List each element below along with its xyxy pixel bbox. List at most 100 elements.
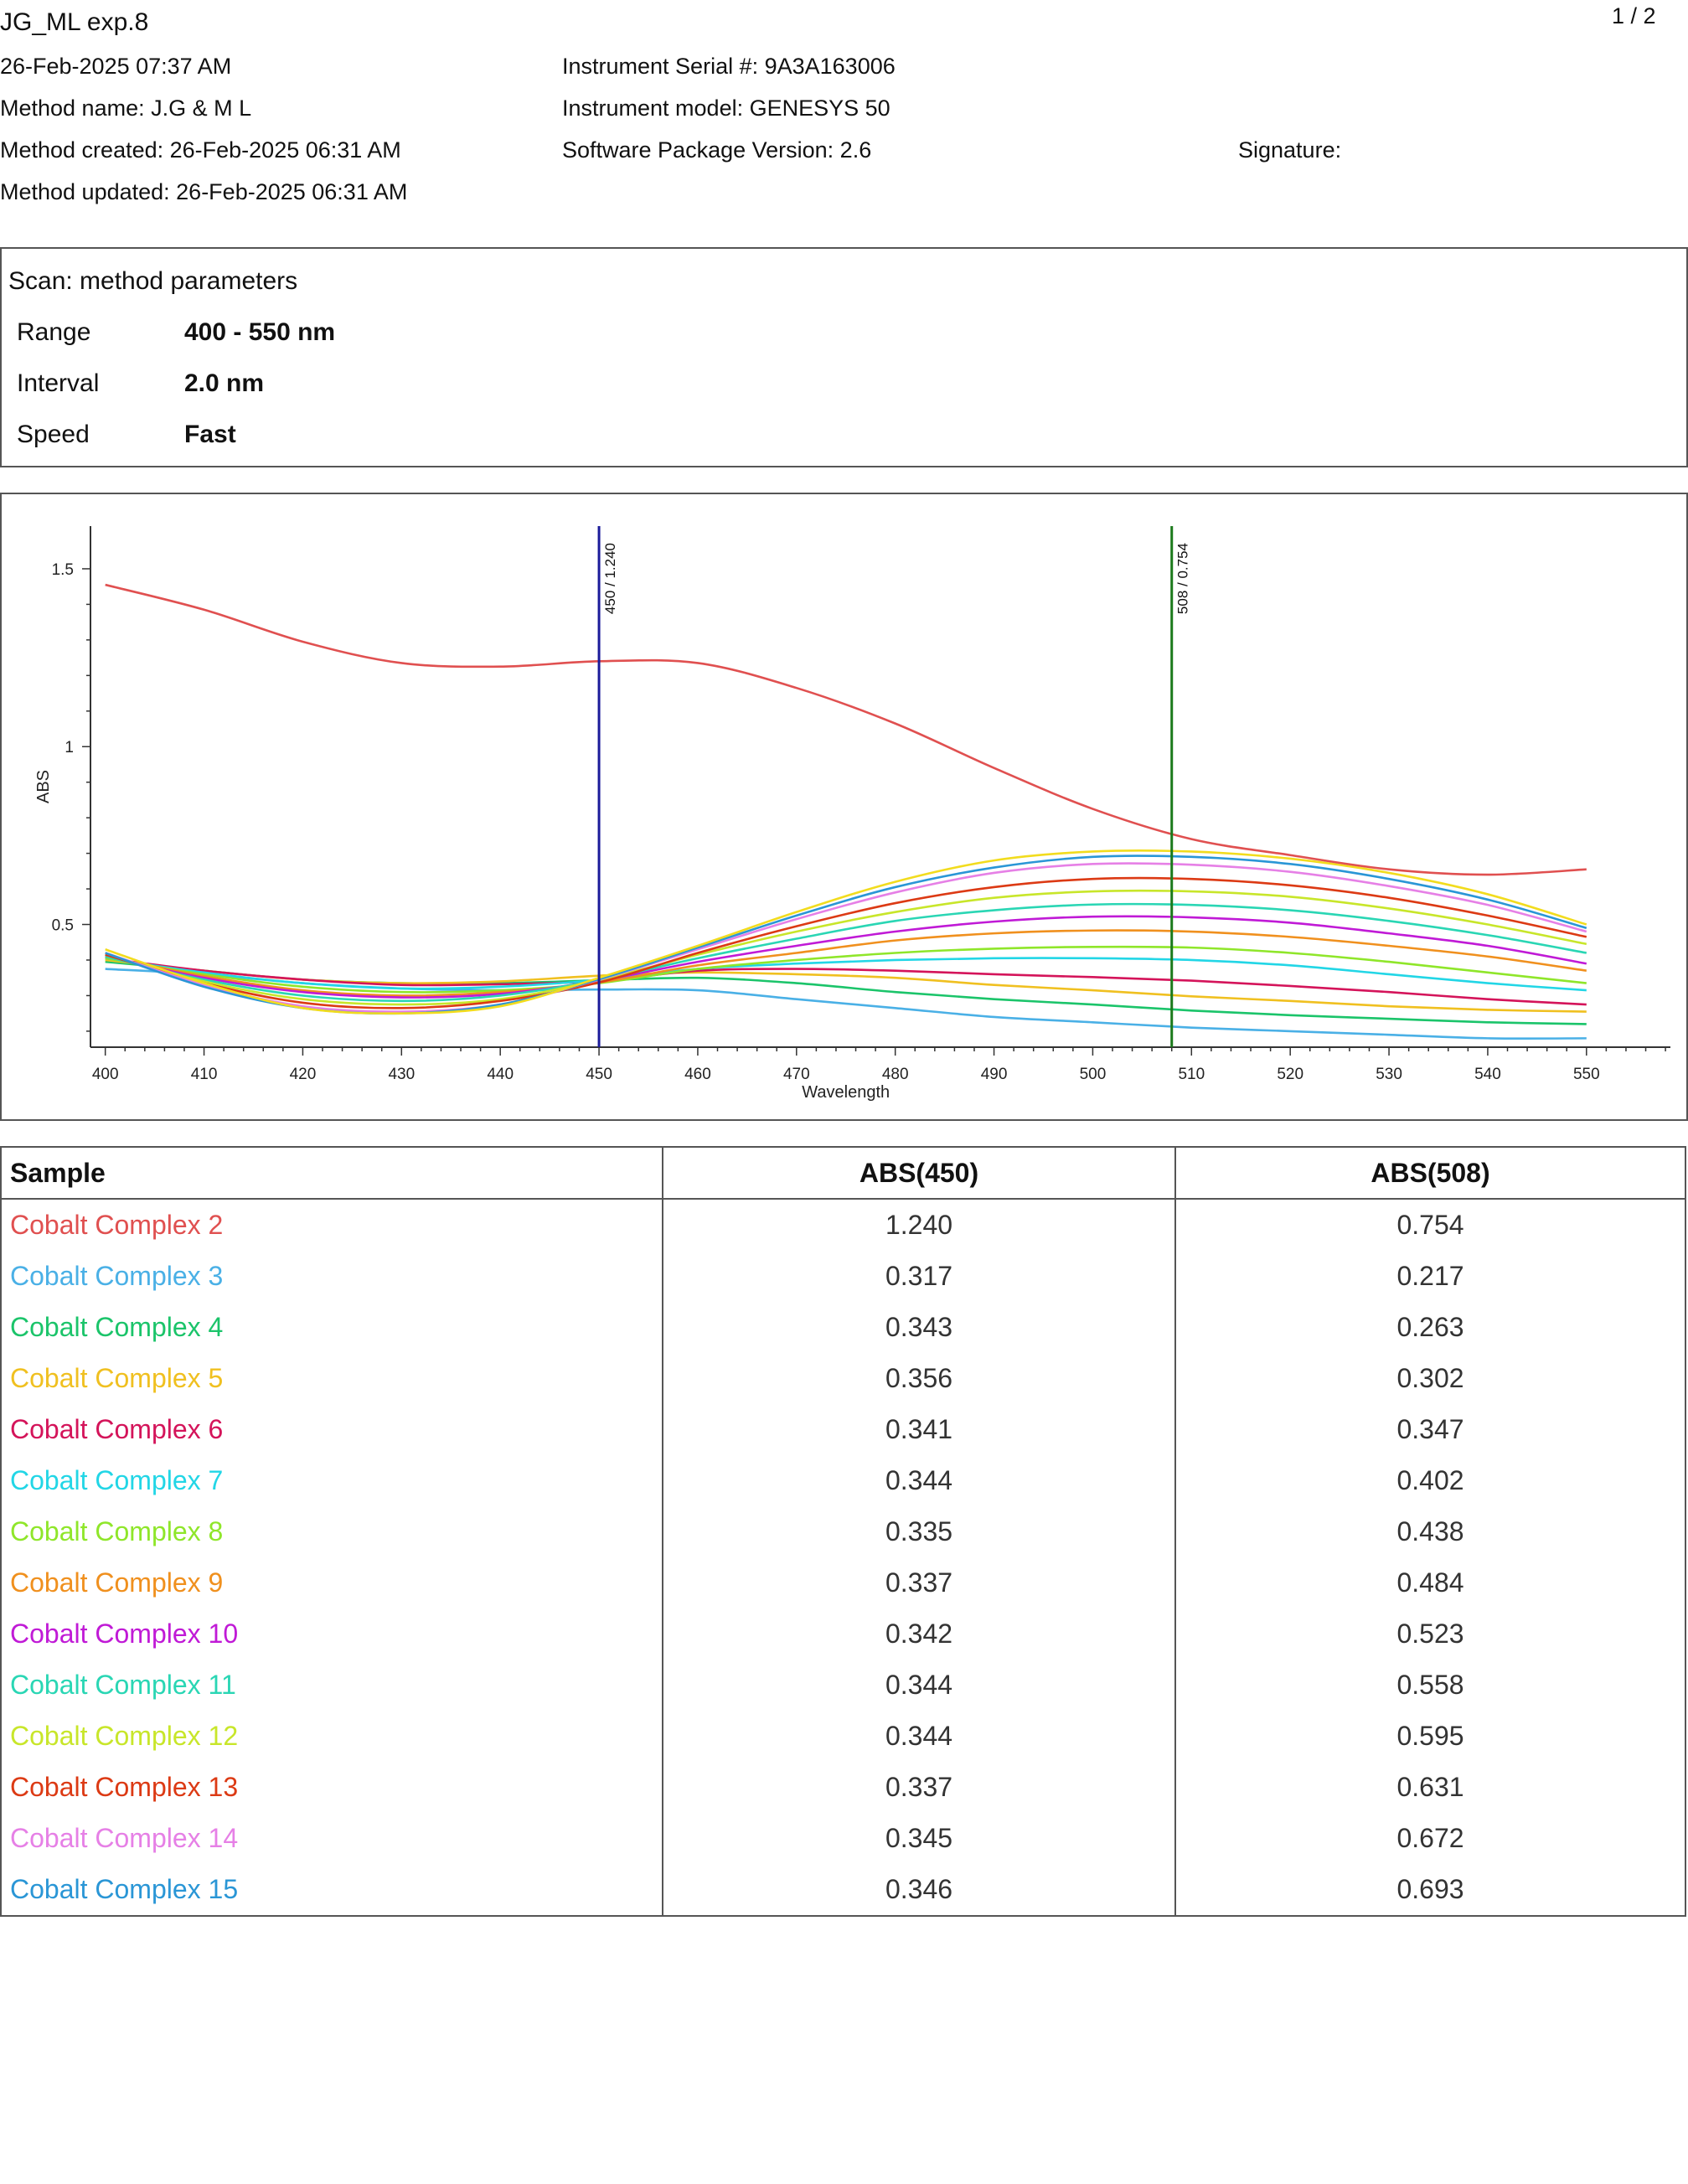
abs450-value: 0.344 (663, 1711, 1176, 1762)
abs450-value: 0.342 (663, 1608, 1176, 1660)
abs508-value: 0.754 (1396, 1210, 1464, 1240)
abs508-value: 0.402 (1396, 1465, 1464, 1495)
sample-name: Cobalt Complex 10 (1, 1608, 663, 1660)
speed-label: Speed (17, 421, 90, 448)
table-row: Cobalt Complex 5 0.356 0.302 (1, 1353, 1685, 1404)
x-tick-label: 480 (882, 1066, 909, 1083)
abs508-value: 0.523 (1396, 1619, 1464, 1649)
x-tick-label: 490 (981, 1066, 1008, 1083)
sample-name: Cobalt Complex 14 (1, 1813, 663, 1864)
speed-value: Fast (184, 421, 236, 448)
x-axis-label: Wavelength (802, 1083, 890, 1102)
sample-name: Cobalt Complex 15 (1, 1864, 663, 1916)
table-row: Cobalt Complex 15 0.346 0.693 (1, 1864, 1685, 1916)
abs450-value: 0.337 (663, 1557, 1176, 1608)
interval-value: 2.0 nm (184, 369, 265, 397)
abs450-value: 0.344 (663, 1660, 1176, 1711)
sample-name: Cobalt Complex 4 (1, 1302, 663, 1353)
series-line (105, 902, 1587, 1003)
series-line (105, 945, 1587, 994)
series-line (105, 957, 1587, 992)
abs508-value: 0.438 (1396, 1516, 1464, 1546)
absorbance-chart: 400 410 420 430 440 450 460 470 480 490 500 510 520 5… (34, 526, 1670, 1102)
abs450-value: 0.337 (663, 1762, 1176, 1813)
abs450-value: 0.341 (663, 1404, 1176, 1455)
abs508-value: 0.217 (1396, 1261, 1464, 1291)
abs450-value: 0.346 (663, 1864, 1176, 1916)
abs450-value: 1.240 (663, 1199, 1176, 1251)
header-abs508: ABS(508) (1175, 1147, 1685, 1200)
series-line (105, 968, 1587, 1040)
abs508-value: 0.347 (1396, 1414, 1464, 1444)
table-row: Cobalt Complex 14 0.345 0.672 (1, 1813, 1685, 1864)
table-row: Cobalt Complex 2 1.240 0.754 (1, 1199, 1685, 1251)
x-tick-label: 550 (1573, 1066, 1600, 1083)
x-tick-label: 540 (1474, 1066, 1501, 1083)
sample-name: Cobalt Complex 12 (1, 1711, 663, 1762)
header-sample: Sample (1, 1147, 663, 1200)
abs508-value: 0.302 (1396, 1363, 1464, 1393)
method-parameters-panel: Scan: method parameters Range 400 - 550 … (0, 247, 1688, 467)
x-tick-label: 470 (783, 1066, 810, 1083)
y-axis-label: ABS (34, 770, 53, 803)
series-line (105, 929, 1587, 997)
table-row: Cobalt Complex 6 0.341 0.347 (1, 1404, 1685, 1455)
series-line (105, 583, 1587, 876)
abs450-value: 0.343 (663, 1302, 1176, 1353)
abs450-value: 0.344 (663, 1455, 1176, 1506)
abs508-value: 0.672 (1396, 1823, 1464, 1853)
table-row: Cobalt Complex 13 0.337 0.631 (1, 1762, 1685, 1813)
x-tick-label: 440 (487, 1066, 514, 1083)
results-table: Sample ABS(450) ABS(508) Cobalt Complex … (0, 1146, 1686, 1917)
abs508-value: 0.595 (1396, 1721, 1464, 1751)
series-line (105, 889, 1587, 1006)
chart-panel: 400 410 420 430 440 450 460 470 480 490 500 510 520 5… (0, 493, 1688, 1121)
sample-name: Cobalt Complex 2 (1, 1199, 663, 1251)
parameters-title: Scan: method parameters (8, 267, 298, 295)
table-row: Cobalt Complex 10 0.342 0.523 (1, 1608, 1685, 1660)
method-created: Method created: 26-Feb-2025 06:31 AM (0, 137, 401, 163)
table-row: Cobalt Complex 11 0.344 0.558 (1, 1660, 1685, 1711)
x-tick-label: 510 (1178, 1066, 1205, 1083)
abs508-value: 0.484 (1396, 1567, 1464, 1598)
instrument-serial: Instrument Serial #: 9A3A163006 (562, 54, 896, 79)
x-tick-label: 420 (290, 1066, 317, 1083)
x-tick-label: 500 (1080, 1066, 1107, 1083)
x-tick-label: 430 (388, 1066, 415, 1083)
abs450-value: 0.335 (663, 1506, 1176, 1557)
report-datetime: 26-Feb-2025 07:37 AM (0, 54, 232, 79)
signature-label: Signature: (1238, 137, 1342, 163)
abs508-value: 0.558 (1396, 1670, 1464, 1700)
software-version: Software Package Version: 2.6 (562, 137, 872, 163)
series-line (105, 849, 1587, 1015)
table-row: Cobalt Complex 8 0.335 0.438 (1, 1506, 1685, 1557)
table-header-row: Sample ABS(450) ABS(508) (1, 1147, 1685, 1200)
range-label: Range (17, 318, 91, 346)
method-name: Method name: J.G & M L (0, 96, 252, 121)
sample-name: Cobalt Complex 7 (1, 1455, 663, 1506)
sample-name: Cobalt Complex 8 (1, 1506, 663, 1557)
table-row: Cobalt Complex 12 0.344 0.595 (1, 1711, 1685, 1762)
abs450-value: 0.345 (663, 1813, 1176, 1864)
sample-name: Cobalt Complex 6 (1, 1404, 663, 1455)
y-tick-label: 0.5 (52, 917, 74, 935)
page-number: 1 / 2 (1612, 3, 1656, 28)
x-tick-label: 400 (92, 1066, 119, 1083)
x-tick-label: 520 (1277, 1066, 1303, 1083)
y-tick-label: 1 (65, 739, 74, 756)
instrument-model: Instrument model: GENESYS 50 (562, 96, 890, 121)
abs508-value: 0.631 (1396, 1772, 1464, 1802)
x-tick-label: 410 (191, 1066, 218, 1083)
x-tick-label: 530 (1376, 1066, 1402, 1083)
abs508-value: 0.263 (1396, 1312, 1464, 1342)
x-tick-label: 450 (586, 1066, 612, 1083)
y-tick-label: 1.5 (52, 561, 74, 579)
sample-name: Cobalt Complex 11 (1, 1660, 663, 1711)
interval-label: Interval (17, 369, 100, 397)
report-title: JG_ML exp.8 (0, 8, 149, 36)
abs450-value: 0.317 (663, 1251, 1176, 1302)
sample-name: Cobalt Complex 3 (1, 1251, 663, 1302)
method-updated: Method updated: 26-Feb-2025 06:31 AM (0, 179, 408, 204)
sample-name: Cobalt Complex 9 (1, 1557, 663, 1608)
marker-label-508: 508 / 0.754 (1175, 543, 1191, 614)
